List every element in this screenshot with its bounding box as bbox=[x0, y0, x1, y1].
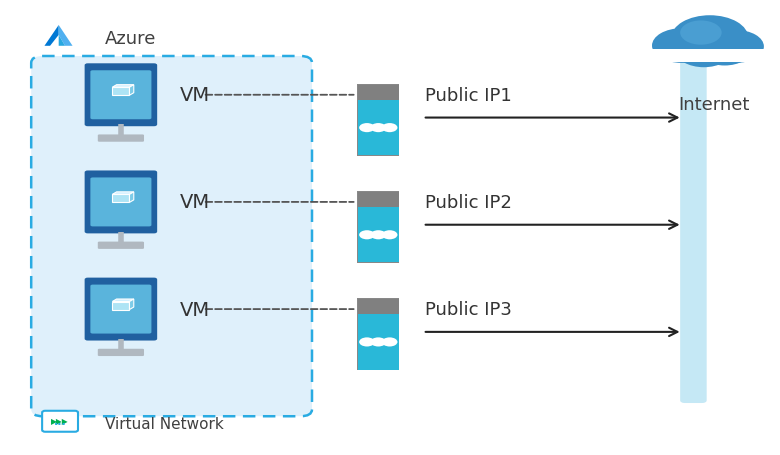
Text: Public IP3: Public IP3 bbox=[425, 300, 512, 318]
Circle shape bbox=[359, 124, 374, 133]
Polygon shape bbox=[44, 26, 58, 47]
FancyBboxPatch shape bbox=[98, 135, 144, 142]
Circle shape bbox=[698, 35, 751, 66]
FancyBboxPatch shape bbox=[642, 50, 778, 62]
Circle shape bbox=[370, 231, 386, 240]
Circle shape bbox=[382, 231, 398, 240]
Text: VM: VM bbox=[179, 193, 210, 212]
FancyBboxPatch shape bbox=[42, 411, 78, 432]
FancyBboxPatch shape bbox=[84, 278, 157, 341]
FancyBboxPatch shape bbox=[84, 64, 157, 127]
Circle shape bbox=[370, 338, 386, 347]
FancyBboxPatch shape bbox=[90, 285, 151, 334]
Text: ▶▶▶: ▶▶▶ bbox=[51, 416, 69, 425]
FancyBboxPatch shape bbox=[358, 299, 399, 315]
Text: Internet: Internet bbox=[678, 96, 750, 114]
FancyBboxPatch shape bbox=[357, 192, 399, 263]
FancyBboxPatch shape bbox=[31, 57, 312, 416]
Text: Virtual Network: Virtual Network bbox=[105, 416, 224, 430]
FancyBboxPatch shape bbox=[358, 192, 399, 208]
FancyBboxPatch shape bbox=[358, 101, 399, 156]
FancyBboxPatch shape bbox=[357, 85, 399, 156]
FancyBboxPatch shape bbox=[358, 315, 399, 369]
Circle shape bbox=[652, 29, 711, 64]
FancyBboxPatch shape bbox=[358, 86, 399, 101]
Circle shape bbox=[707, 31, 764, 64]
Circle shape bbox=[680, 21, 722, 46]
Polygon shape bbox=[58, 26, 73, 47]
Polygon shape bbox=[112, 88, 129, 96]
Circle shape bbox=[382, 338, 398, 347]
FancyBboxPatch shape bbox=[98, 349, 144, 356]
Polygon shape bbox=[129, 86, 134, 96]
FancyBboxPatch shape bbox=[680, 52, 707, 403]
Text: VM: VM bbox=[179, 300, 210, 319]
FancyBboxPatch shape bbox=[90, 71, 151, 120]
FancyBboxPatch shape bbox=[84, 171, 157, 234]
Text: VM: VM bbox=[179, 86, 210, 105]
Polygon shape bbox=[58, 36, 65, 47]
FancyBboxPatch shape bbox=[98, 242, 144, 249]
Polygon shape bbox=[112, 192, 134, 195]
Polygon shape bbox=[129, 299, 134, 310]
Polygon shape bbox=[129, 192, 134, 203]
FancyBboxPatch shape bbox=[358, 208, 399, 263]
Circle shape bbox=[672, 16, 748, 61]
FancyBboxPatch shape bbox=[90, 178, 151, 227]
Circle shape bbox=[359, 338, 374, 347]
Text: Public IP1: Public IP1 bbox=[425, 86, 512, 105]
Circle shape bbox=[675, 35, 732, 68]
Circle shape bbox=[370, 124, 386, 133]
Text: ···: ··· bbox=[54, 419, 66, 429]
Text: Azure: Azure bbox=[105, 30, 157, 48]
Circle shape bbox=[382, 124, 398, 133]
Text: Public IP2: Public IP2 bbox=[425, 193, 512, 212]
Polygon shape bbox=[112, 299, 134, 302]
Polygon shape bbox=[112, 195, 129, 203]
FancyBboxPatch shape bbox=[357, 298, 399, 370]
Polygon shape bbox=[112, 86, 134, 88]
Circle shape bbox=[359, 231, 374, 240]
Polygon shape bbox=[112, 302, 129, 310]
